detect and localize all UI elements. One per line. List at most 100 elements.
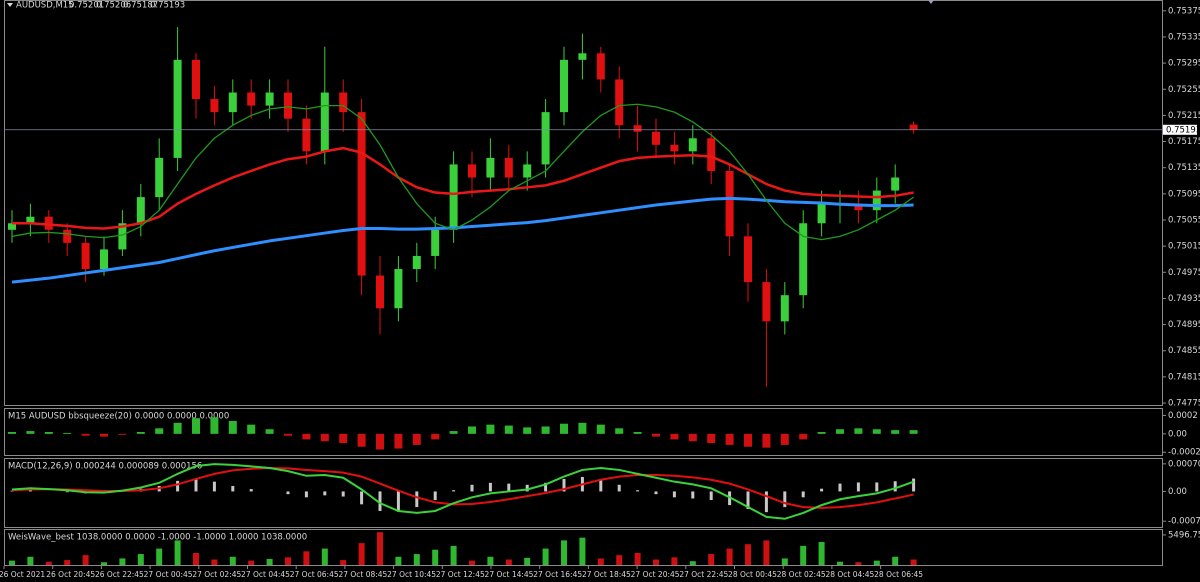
macd-bar [396,491,400,512]
candle-body [633,125,642,132]
x-tick-label: 28 Oct 02:45 [777,570,826,579]
volume-bar [818,542,825,565]
volume-bar [469,560,475,565]
volume-bar [45,561,52,565]
histogram-bar [431,433,440,440]
y-tick-label: 0.75135 [1168,163,1200,173]
volume-bar [763,540,770,565]
macd-bar [562,478,566,492]
macd-bar [507,483,511,492]
candle-body [431,229,440,256]
histogram-bar [468,426,476,434]
macd-bar [360,491,364,505]
candle-body [192,59,200,100]
histogram-bar [228,420,237,434]
panel-frames [4,0,1163,566]
histogram-bar [8,432,16,434]
macd-bar [286,491,290,495]
macd-bar [783,491,787,508]
y-tick-label: 0.74855 [1168,346,1200,356]
header-high: 0.75206 [96,1,131,11]
price-box [1163,124,1197,135]
histogram-bar [284,433,292,436]
volume-bar [726,548,733,565]
x-tick-label: 27 Oct 14:45 [485,570,534,579]
candle-body [449,164,458,230]
candle-body [26,216,35,224]
macd-bar [452,490,456,492]
y-tick-label: 0.75215 [1168,111,1200,121]
y-tick-label: 0.75335 [1168,32,1200,42]
histogram-bar [265,429,274,434]
histogram-bar [541,426,550,434]
volume-bar [781,558,788,565]
candle-body [265,92,274,106]
x-tick-label: 26 Oct 22:45 [95,570,144,579]
volume-bar [432,549,439,565]
histogram-bar [357,433,366,447]
histogram-bar [81,433,90,436]
menu-triangle[interactable] [7,3,13,7]
histogram-bar [523,427,532,434]
shift-marker [928,0,934,4]
x-tick-label: 26 Oct 2021 [0,570,45,579]
macd-bar [672,491,676,498]
histogram-bar [799,433,808,440]
volume-bar [689,561,696,565]
macd-panel-frame [4,458,1163,528]
y-tick-label: 0.74815 [1168,372,1200,382]
volume-bar [137,554,144,565]
symbol: AUDUSD,M15 [16,1,74,11]
candle-body [394,269,403,309]
macd-bar [249,489,253,492]
candle-body [541,112,550,165]
price-label: 0.75193 [1166,125,1200,135]
candle-body [63,229,72,243]
macd-bar [691,491,695,499]
candle-body [247,92,256,106]
histogram-bar [376,433,384,450]
volume-bar [211,559,218,565]
macd-bar [599,479,603,492]
volume-bar [873,560,880,565]
volume-bar [193,552,199,565]
macd-bar [746,491,750,510]
candle-body [615,79,624,126]
x-tick-label: 28 Oct 00:45 [728,570,777,579]
volume-bar [229,556,236,565]
histogram-bar [891,430,900,434]
histogram-bar [560,423,568,434]
volume-bar [450,545,457,565]
volume-bar [340,560,347,565]
histogram-bar [173,422,182,434]
y-tick-label: 0.75175 [1168,137,1200,147]
histogram-bar [854,428,863,434]
volume-bar [542,548,549,565]
macd-bar [433,491,437,501]
volume-bar [671,557,678,565]
volume-bar [377,532,383,565]
y-tick-label: -0.0002 [1168,448,1200,458]
candle-body [504,157,513,178]
candle-body [891,177,900,191]
macd-bar [525,484,529,492]
candle-body [817,203,826,224]
candle-body [670,144,679,152]
bbsqueeze-panel-frame [4,408,1163,456]
x-tick-label: 27 Oct 06:45 [290,570,339,579]
volume-bar [64,560,71,565]
candle-body [228,92,237,113]
macd-bar [194,478,198,492]
macd-bar [654,491,658,495]
macd-bar [10,490,14,492]
histogram-bar [320,433,329,442]
candle-body [339,92,348,113]
macd-bar [341,491,345,497]
macd-bar [709,491,713,501]
volume-bar [487,556,494,565]
histogram-bar [100,433,108,437]
histogram-bar [210,417,219,434]
volume-bar [156,548,163,565]
histogram-bar [302,433,311,440]
